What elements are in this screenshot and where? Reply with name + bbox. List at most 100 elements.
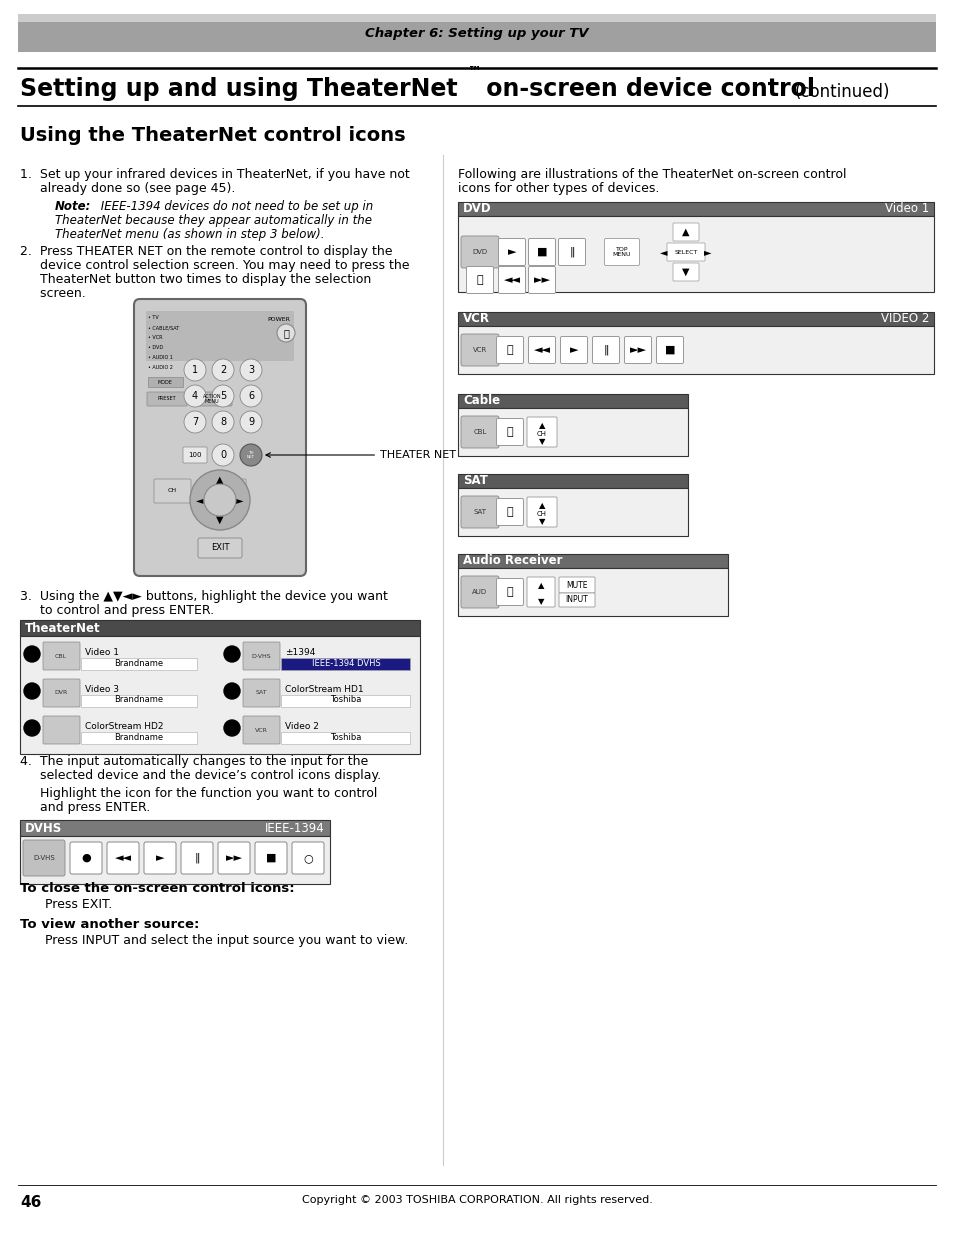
Text: D-VHS: D-VHS (33, 855, 55, 861)
Circle shape (240, 385, 262, 408)
FancyBboxPatch shape (592, 336, 618, 363)
Text: ◄◄: ◄◄ (503, 275, 520, 285)
Text: ‖: ‖ (194, 852, 199, 863)
FancyBboxPatch shape (498, 238, 525, 266)
Text: 0: 0 (30, 650, 35, 658)
Text: Video 1: Video 1 (883, 203, 928, 215)
Text: Setting up and using TheaterNet: Setting up and using TheaterNet (20, 77, 457, 101)
Text: SAT: SAT (473, 509, 486, 515)
Text: PRESET: PRESET (157, 396, 176, 401)
FancyBboxPatch shape (243, 679, 280, 706)
Text: ColorStream HD2: ColorStream HD2 (85, 722, 163, 731)
Text: 3: 3 (248, 366, 253, 375)
Text: Toshiba: Toshiba (330, 732, 361, 741)
FancyBboxPatch shape (147, 391, 187, 406)
Text: (continued): (continued) (794, 83, 889, 101)
FancyBboxPatch shape (43, 642, 80, 671)
Circle shape (212, 411, 233, 433)
Text: • AUDIO 2: • AUDIO 2 (148, 366, 172, 370)
Text: THEATER NET: THEATER NET (266, 450, 456, 459)
Circle shape (24, 683, 40, 699)
Text: and press ENTER.: and press ENTER. (20, 802, 150, 814)
Text: AUD: AUD (472, 589, 487, 595)
FancyBboxPatch shape (281, 731, 410, 743)
Circle shape (212, 385, 233, 408)
Text: ⓞ: ⓞ (506, 587, 513, 597)
FancyBboxPatch shape (496, 578, 523, 605)
FancyBboxPatch shape (672, 263, 699, 282)
Text: ◄◄: ◄◄ (533, 345, 550, 354)
Text: ⓞ: ⓞ (506, 345, 513, 354)
Text: ▲: ▲ (681, 227, 689, 237)
FancyBboxPatch shape (498, 267, 525, 294)
Text: VOL: VOL (220, 489, 233, 494)
Text: 4: 4 (29, 724, 35, 732)
FancyBboxPatch shape (133, 299, 306, 576)
Text: 1.  Set up your infrared devices in TheaterNet, if you have not: 1. Set up your infrared devices in Theat… (20, 168, 410, 182)
Text: TH
NET: TH NET (247, 451, 254, 459)
Text: already done so (see page 45).: already done so (see page 45). (20, 182, 235, 195)
Text: To close the on-screen control icons:: To close the on-screen control icons: (20, 882, 294, 895)
FancyBboxPatch shape (656, 336, 682, 363)
Text: 4: 4 (192, 391, 198, 401)
FancyBboxPatch shape (528, 336, 555, 363)
FancyBboxPatch shape (218, 842, 250, 874)
Text: selected device and the device’s control icons display.: selected device and the device’s control… (20, 769, 381, 782)
FancyBboxPatch shape (496, 419, 523, 446)
Text: D-VHS: D-VHS (251, 653, 271, 658)
Text: ►►: ►► (533, 275, 550, 285)
Text: ‖: ‖ (602, 345, 608, 356)
Circle shape (24, 646, 40, 662)
FancyBboxPatch shape (81, 694, 197, 706)
Text: DVHS: DVHS (25, 821, 62, 835)
FancyBboxPatch shape (496, 499, 523, 526)
Bar (457, 203, 933, 216)
Text: ColorStream HD1: ColorStream HD1 (285, 685, 363, 694)
FancyBboxPatch shape (496, 336, 523, 363)
Text: ►►: ►► (629, 345, 646, 354)
Text: ▲: ▲ (538, 421, 545, 431)
Text: CBL: CBL (55, 653, 67, 658)
Text: 100: 100 (188, 452, 201, 458)
Text: Video 2: Video 2 (285, 722, 318, 731)
Text: • TV: • TV (148, 315, 158, 320)
Text: TheaterNet menu (as shown in step 3 below).: TheaterNet menu (as shown in step 3 belo… (55, 228, 324, 241)
Text: ◄: ◄ (659, 247, 667, 257)
Text: 4.  The input automatically changes to the input for the: 4. The input automatically changes to th… (20, 755, 368, 768)
Text: INPUT: INPUT (565, 595, 588, 604)
FancyBboxPatch shape (281, 694, 410, 706)
Text: • CABLE/SAT: • CABLE/SAT (148, 325, 179, 330)
FancyBboxPatch shape (81, 731, 197, 743)
FancyBboxPatch shape (153, 479, 191, 503)
Text: ±1394: ±1394 (285, 648, 315, 657)
FancyBboxPatch shape (23, 840, 65, 876)
Text: ■: ■ (664, 345, 675, 354)
Text: Brandname: Brandname (114, 732, 163, 741)
FancyBboxPatch shape (624, 336, 651, 363)
Circle shape (224, 646, 240, 662)
FancyBboxPatch shape (183, 447, 207, 463)
Text: CH: CH (537, 431, 546, 437)
Bar (20, 620, 419, 636)
FancyBboxPatch shape (198, 538, 242, 558)
Text: ►►: ►► (225, 853, 242, 863)
Text: Press EXIT.: Press EXIT. (45, 898, 112, 911)
FancyBboxPatch shape (43, 679, 80, 706)
Circle shape (184, 385, 206, 408)
Bar (457, 408, 687, 456)
FancyBboxPatch shape (528, 238, 555, 266)
Bar (457, 394, 687, 408)
Bar (457, 474, 687, 488)
Bar (457, 555, 727, 568)
FancyBboxPatch shape (107, 842, 139, 874)
Text: 5: 5 (219, 391, 226, 401)
Text: ►: ► (236, 495, 244, 505)
FancyBboxPatch shape (70, 842, 102, 874)
Text: ▼: ▼ (538, 437, 545, 447)
FancyBboxPatch shape (81, 657, 197, 669)
Text: TheaterNet button two times to display the selection: TheaterNet button two times to display t… (20, 273, 371, 287)
Text: IEEE-1394: IEEE-1394 (265, 821, 325, 835)
Text: To view another source:: To view another source: (20, 918, 199, 931)
FancyBboxPatch shape (528, 267, 555, 294)
Text: ■: ■ (537, 247, 547, 257)
